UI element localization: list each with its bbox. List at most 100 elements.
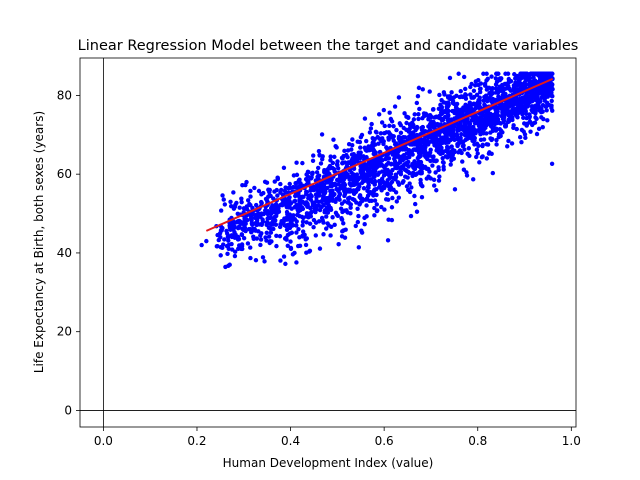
scatter-point xyxy=(488,92,494,98)
scatter-point xyxy=(523,108,528,114)
scatter-point xyxy=(490,170,496,176)
scatter-point xyxy=(318,161,324,166)
scatter-point xyxy=(468,108,474,113)
scatter-point xyxy=(382,131,387,136)
scatter-point xyxy=(420,163,425,168)
scatter-point xyxy=(517,108,523,114)
scatter-point xyxy=(278,222,283,227)
scatter-point xyxy=(286,205,291,210)
scatter-point xyxy=(441,160,446,165)
scatter-point xyxy=(296,226,301,232)
scatter-point xyxy=(499,104,504,109)
scatter-point xyxy=(484,71,489,76)
scatter-point xyxy=(221,197,226,202)
scatter-point xyxy=(350,137,355,142)
scatter-point xyxy=(485,121,490,126)
scatter-point xyxy=(396,195,401,200)
scatter-point xyxy=(398,171,404,177)
scatter-point xyxy=(369,198,374,204)
scatter-point xyxy=(374,208,380,214)
scatter-point xyxy=(377,136,382,141)
scatter-point xyxy=(274,243,279,249)
scatter-point xyxy=(523,71,528,76)
scatter-point xyxy=(523,135,528,141)
scatter-point xyxy=(285,222,290,228)
scatter-point xyxy=(431,158,436,163)
scatter-point xyxy=(268,230,274,235)
scatter-point xyxy=(266,215,271,221)
scatter-point xyxy=(301,234,306,239)
scatter-point xyxy=(248,194,253,199)
scatter-point xyxy=(241,206,247,211)
scatter-point xyxy=(505,101,510,106)
scatter-point xyxy=(224,228,229,234)
scatter-point xyxy=(275,193,280,198)
scatter-point xyxy=(440,155,445,161)
scatter-point xyxy=(376,112,382,117)
scatter-point xyxy=(216,237,221,243)
scatter-point xyxy=(412,166,418,172)
scatter-point xyxy=(521,74,527,80)
scatter-point xyxy=(393,172,399,177)
scatter-point xyxy=(239,243,245,249)
scatter-point xyxy=(353,174,359,180)
scatter-point xyxy=(272,214,278,219)
scatter-point xyxy=(438,151,444,156)
scatter-point xyxy=(391,175,396,181)
scatter-point xyxy=(512,85,517,91)
scatter-point xyxy=(311,153,316,158)
scatter-point xyxy=(481,71,486,76)
plot-frame xyxy=(79,57,577,428)
scatter-point xyxy=(476,77,481,83)
scatter-point xyxy=(385,178,390,183)
scatter-point xyxy=(456,137,462,142)
scatter-point xyxy=(371,143,376,148)
scatter-point xyxy=(305,178,310,184)
scatter-point xyxy=(528,94,534,99)
scatter-point xyxy=(389,205,395,210)
scatter-point xyxy=(261,190,266,196)
scatter-point xyxy=(484,156,489,161)
scatter-point xyxy=(464,133,470,138)
scatter-point xyxy=(404,155,409,161)
scatter-point xyxy=(362,222,367,227)
scatter-point xyxy=(519,127,525,133)
scatter-point xyxy=(323,186,329,191)
scatter-point xyxy=(346,142,352,147)
scatter-point xyxy=(359,132,365,138)
scatter-point xyxy=(474,92,480,98)
scatter-point xyxy=(320,218,325,223)
scatter-point xyxy=(404,120,409,126)
scatter-point xyxy=(366,185,371,191)
scatter-point xyxy=(285,198,290,204)
scatter-point xyxy=(459,150,464,156)
scatter-point xyxy=(463,96,469,101)
scatter-point xyxy=(490,96,496,102)
scatter-point xyxy=(257,213,262,218)
scatter-point xyxy=(254,215,259,221)
scatter-point xyxy=(327,178,333,184)
scatter-point xyxy=(428,176,433,181)
scatter-point xyxy=(530,107,536,113)
scatter-point xyxy=(362,178,367,184)
x-tick-label: 0.4 xyxy=(281,434,300,448)
scatter-point xyxy=(398,130,404,135)
scatter-point xyxy=(204,238,209,244)
chart-title: Linear Regression Model between the targ… xyxy=(78,38,579,54)
scatter-point xyxy=(466,125,472,130)
scatter-point xyxy=(334,145,339,150)
scatter-point xyxy=(407,181,412,186)
scatter-point xyxy=(241,235,247,241)
scatter-point xyxy=(500,109,505,114)
scatter-point xyxy=(283,261,288,267)
scatter-point xyxy=(518,86,523,91)
scatter-point xyxy=(340,161,345,166)
scatter-point xyxy=(368,189,373,195)
scatter-point xyxy=(280,201,285,206)
scatter-point xyxy=(473,106,478,111)
scatter-point xyxy=(247,201,252,207)
scatter-point xyxy=(520,111,525,117)
scatter-point xyxy=(434,158,439,163)
scatter-point xyxy=(348,205,353,210)
scatter-point xyxy=(311,224,316,230)
